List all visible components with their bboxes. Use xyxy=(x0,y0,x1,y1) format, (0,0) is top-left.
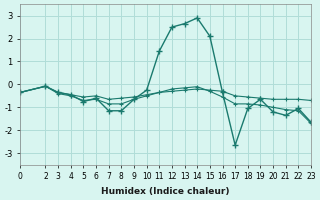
X-axis label: Humidex (Indice chaleur): Humidex (Indice chaleur) xyxy=(101,187,230,196)
